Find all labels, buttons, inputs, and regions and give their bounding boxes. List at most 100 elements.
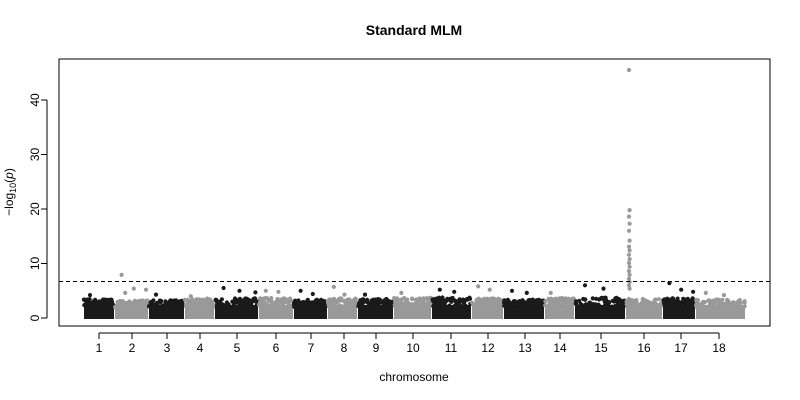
snp-point (573, 300, 579, 306)
snp-point (137, 304, 142, 309)
chromosome-9-point-band (358, 304, 393, 319)
snp-point (726, 302, 731, 307)
snp-point (464, 297, 470, 302)
chromosome-18-points (694, 290, 747, 319)
snp-point (327, 297, 332, 302)
snp-peak-point (263, 288, 268, 293)
snp-peak-point (627, 286, 632, 291)
chromosome-5-points (213, 285, 260, 319)
snp-point (413, 297, 419, 302)
snp-peak-point (153, 292, 159, 297)
snp-point (340, 304, 345, 309)
snp-peak-point (298, 288, 303, 293)
x-tick-label: 8 (341, 341, 348, 355)
snp-point (342, 298, 347, 304)
snp-point (722, 302, 727, 307)
chromosome-1-points (81, 293, 116, 319)
snp-point (262, 301, 267, 306)
snp-point (551, 304, 556, 309)
snp-point (513, 302, 518, 307)
snp-point (219, 297, 224, 302)
snp-point (543, 299, 548, 304)
snp-point (373, 297, 378, 302)
snp-point (473, 304, 479, 309)
snp-point (621, 304, 626, 309)
snp-peak-point (476, 284, 481, 289)
x-tick-label: 6 (273, 341, 280, 355)
points-layer (81, 67, 747, 319)
snp-point (432, 298, 437, 303)
snp-point (468, 296, 473, 301)
snp-peak-point (253, 290, 258, 295)
y-axis-title-subscript: 10 (8, 183, 18, 193)
snp-point (725, 297, 730, 302)
snp-point (527, 297, 532, 303)
x-tick-label: 14 (553, 341, 567, 355)
snp-peak-point (548, 290, 553, 295)
snp-peak-point (627, 248, 632, 253)
snp-peak-point (601, 286, 606, 291)
snp-peak-point (721, 293, 727, 298)
snp-point (158, 299, 163, 305)
snp-point (563, 296, 568, 301)
snp-point (102, 303, 107, 308)
snp-point (488, 297, 493, 302)
chromosome-10-points (392, 290, 434, 319)
snp-point (532, 299, 537, 305)
snp-peak-point (626, 67, 632, 73)
snp-point (195, 303, 200, 308)
snp-point (457, 297, 462, 302)
snp-peak-point (627, 221, 632, 226)
snp-point (232, 296, 238, 301)
snp-peak-point (626, 260, 632, 266)
snp-point (632, 299, 637, 304)
snp-peak-point (131, 286, 136, 291)
snp-point (163, 299, 168, 304)
snp-point (491, 300, 496, 305)
snp-point (280, 297, 285, 302)
chromosome-7-points (292, 288, 329, 319)
snp-point (424, 296, 429, 301)
snp-point (369, 303, 374, 308)
snp-point (246, 299, 251, 304)
snp-point (626, 296, 631, 302)
snp-point (543, 303, 548, 308)
chromosome-6-point-band (259, 304, 293, 319)
snp-peak-point (509, 288, 515, 293)
snp-point (683, 298, 689, 303)
snp-point (333, 304, 338, 309)
snp-point (716, 297, 721, 302)
y-tick-label: 30 (28, 148, 42, 162)
snp-point (394, 304, 399, 310)
snp-peak-point (626, 269, 632, 274)
snp-point (98, 299, 104, 304)
y-axis-title: −log10(p) (2, 168, 18, 216)
snp-point (288, 298, 293, 303)
snp-peak-point (221, 285, 226, 291)
y-tick-label: 0 (28, 314, 42, 321)
snp-point (578, 302, 583, 307)
x-tick-label: 12 (481, 341, 495, 355)
snp-point (583, 297, 588, 302)
snp-point (337, 296, 342, 301)
snp-point (164, 304, 169, 309)
snp-point (413, 305, 418, 310)
snp-point (512, 299, 517, 304)
snp-point (742, 300, 747, 305)
snp-peak-point (627, 272, 632, 277)
snp-point (458, 303, 463, 308)
snp-point (149, 299, 154, 305)
snp-peak-point (143, 287, 149, 292)
snp-point (369, 298, 374, 303)
snp-point (447, 303, 452, 308)
snp-point (332, 300, 337, 305)
snp-point (380, 300, 385, 305)
snp-point (547, 304, 553, 309)
snp-point (594, 296, 599, 301)
snp-point (497, 300, 502, 305)
snp-point (245, 304, 250, 309)
chromosome-9-points (356, 292, 395, 319)
chromosome-12-points (469, 284, 505, 319)
